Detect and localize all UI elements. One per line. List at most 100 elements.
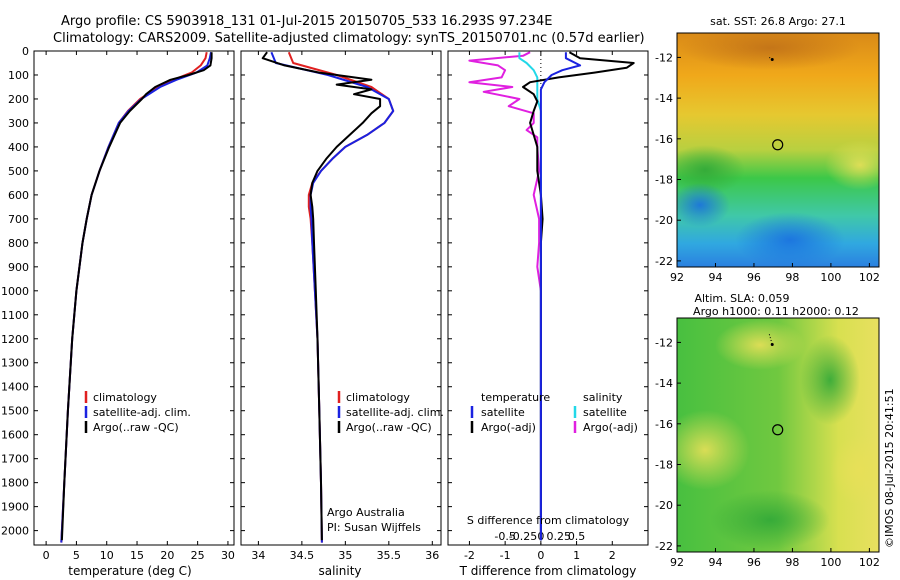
- depth-tick-label: 700: [8, 213, 29, 226]
- map-y-tick-label: -16: [655, 418, 673, 431]
- sla-high-west: [677, 410, 750, 490]
- x-tick-label: 1: [573, 549, 580, 562]
- depth-tick-label: 1700: [1, 453, 29, 466]
- map-y-tick-label: -16: [655, 133, 673, 146]
- figure-title-line2: Climatology: CARS2009. Satellite-adjuste…: [53, 31, 645, 46]
- x-tick-label: 15: [130, 549, 144, 562]
- depth-tick-label: 600: [8, 189, 29, 202]
- sst-warm-patch: [680, 33, 860, 70]
- map-y-tick-label: -22: [655, 255, 673, 268]
- credit-pi: PI: Susan Wijffels: [327, 521, 421, 534]
- x-tick-label: -1: [500, 549, 511, 562]
- legend-temp-argo: Argo(-adj): [481, 421, 536, 434]
- figure-title-line1: Argo profile: CS 5903918_131 01-Jul-2015…: [61, 14, 552, 29]
- depth-tick-label: 1900: [1, 501, 29, 514]
- depth-tick-label: 2000: [1, 525, 29, 538]
- map-y-tick-label: -22: [655, 540, 673, 553]
- series-line-temperature-satellite: [539, 52, 582, 541]
- previous-position-dot: [770, 57, 774, 61]
- salinity-legend: climatology satellite-adj. clim. Argo(..…: [337, 391, 444, 434]
- temperature-lines: [60, 52, 213, 543]
- s-difference-label: S difference from climatology: [467, 514, 630, 527]
- sst-blue-patch-south: [735, 212, 845, 267]
- map-x-tick-label: 94: [708, 556, 722, 569]
- sla-map-panel: Altim. SLA: 0.059 Argo h1000: 0.11 h2000…: [655, 292, 880, 569]
- sst-map-field: [677, 33, 879, 267]
- imos-credit: ©IMOS 08-Jul-2015 20:41:51: [883, 388, 896, 548]
- temperature-legend: climatology satellite-adj. clim. Argo(..…: [84, 391, 191, 434]
- legend-argo: Argo(..raw -QC): [93, 421, 179, 434]
- legend-sal-satellite: satellite: [583, 406, 627, 419]
- map-x-tick-label: 94: [708, 271, 722, 284]
- x-tick-label: 5: [73, 549, 80, 562]
- map-y-tick-label: -12: [655, 336, 673, 349]
- sst-map-marks: [769, 56, 784, 151]
- map-y-tick-label: -20: [655, 214, 673, 227]
- s-difference-ticks: -0.5-0.25 0 0.250.5: [494, 530, 585, 543]
- salinity-panel-frame: [240, 50, 442, 546]
- argo-position-marker: [772, 424, 784, 436]
- sla-low-east: [800, 335, 860, 425]
- map-x-tick-label: 96: [747, 271, 761, 284]
- sla-map-subtitle: Argo h1000: 0.11 h2000: 0.12: [693, 305, 859, 318]
- depth-tick-label: 100: [8, 69, 29, 82]
- difference-panel-frame: [447, 50, 649, 546]
- map-y-tick-label: -18: [655, 459, 673, 472]
- map-y-tick-label: -14: [655, 92, 673, 105]
- depth-tick-label: 1500: [1, 405, 29, 418]
- sla-map-ticks: 92 94 96 98 100 102 -12 -14 -16 -18 -20 -22: [655, 336, 880, 569]
- legend-satellite: satellite-adj. clim.: [93, 406, 191, 419]
- sla-map-marks: [768, 334, 784, 436]
- depth-tick-label: 500: [8, 165, 29, 178]
- series-line-satellite: [60, 52, 212, 543]
- salinity-xlabel: salinity: [318, 564, 361, 578]
- map-x-tick-label: 98: [785, 271, 799, 284]
- series-line-argo: [60, 52, 213, 541]
- sst-map-frame: [676, 32, 880, 268]
- series-line-climatology: [287, 51, 395, 543]
- series-line-climatology: [60, 52, 208, 543]
- series-line-argo: [261, 51, 382, 541]
- argo-position-marker: [772, 139, 784, 151]
- depth-tick-label: 1600: [1, 429, 29, 442]
- depth-tick-label: 1400: [1, 381, 29, 394]
- depth-tick-label: 0: [22, 45, 29, 58]
- salinity-depth-ticks: [241, 50, 441, 532]
- sst-map-ticks: 92 94 96 98 100 102 -12 -14 -16 -18 -20 -22: [655, 51, 880, 284]
- map-y-tick-label: -20: [655, 499, 673, 512]
- series-line-salinity-Argo: [468, 51, 542, 541]
- series-line-satellite: [270, 51, 395, 543]
- x-tick-label: 35: [338, 549, 352, 562]
- depth-tick-label: 400: [8, 141, 29, 154]
- x-tick-label: 20: [160, 549, 174, 562]
- temperature-xlabel: temperature (deg C): [68, 564, 191, 578]
- s-tick-label: -0.5: [494, 530, 515, 543]
- x-tick-label: 30: [221, 549, 235, 562]
- depth-tick-label: 300: [8, 117, 29, 130]
- legend-sal-argo: Argo(-adj): [583, 421, 638, 434]
- depth-tick-label: 1200: [1, 333, 29, 346]
- depth-tick-label: 800: [8, 237, 29, 250]
- credit-argo-australia: Argo Australia: [327, 506, 405, 519]
- depth-tick-label: 1100: [1, 309, 29, 322]
- difference-lines: [468, 51, 635, 541]
- legend-salinity-heading: salinity: [583, 391, 623, 404]
- map-x-tick-label: 98: [785, 556, 799, 569]
- t-difference-xlabel: T difference from climatology: [459, 564, 637, 578]
- salinity-panel: 34 34.5 35 35.5 36 salinity climatology sate…: [240, 50, 444, 578]
- map-x-tick-label: 100: [820, 556, 841, 569]
- depth-tick-label: 900: [8, 261, 29, 274]
- x-tick-label: 34.5: [290, 549, 315, 562]
- legend-temp-satellite: satellite: [481, 406, 525, 419]
- x-tick-label: 0: [537, 549, 544, 562]
- sst-blue-patch-west: [677, 183, 730, 227]
- x-tick-label: 25: [191, 549, 205, 562]
- sst-map-panel: sat. SST: 26.8 Argo: 27.1 92 94 96 98 100 102…: [655, 15, 880, 284]
- sst-map-title: sat. SST: 26.8 Argo: 27.1: [710, 15, 846, 28]
- legend-climatology: climatology: [346, 391, 410, 404]
- legend-argo: Argo(..raw -QC): [346, 421, 432, 434]
- difference-legend: temperature satellite Argo(-adj) salinit…: [470, 391, 638, 434]
- x-tick-label: 36: [425, 549, 439, 562]
- s-tick-label: 0.25: [546, 530, 571, 543]
- temperature-ticks: 0 5 10 15 20 25 30: [43, 51, 235, 562]
